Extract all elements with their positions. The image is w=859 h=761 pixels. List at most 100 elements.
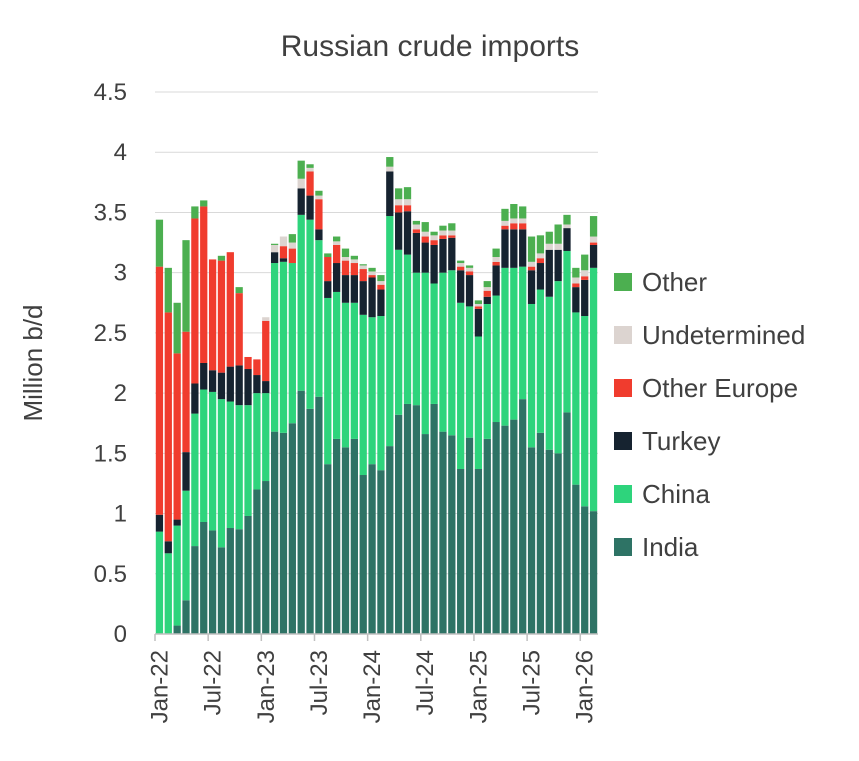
bar-segment-turkey <box>421 242 429 273</box>
bar-segment-undetermined <box>483 287 491 291</box>
bar-segment-other <box>386 157 394 167</box>
bar-segment-turkey <box>182 452 190 491</box>
bar-segment-other-europe <box>395 205 403 213</box>
bar-segment-other-europe <box>474 306 483 309</box>
bar-segment-turkey <box>315 229 323 241</box>
legend-swatch-undetermined <box>614 326 632 344</box>
bar-segment-other <box>501 208 509 221</box>
legend-swatch-other-europe <box>614 379 632 397</box>
y-tick-label: 0 <box>114 621 127 648</box>
bar-segment-china <box>412 272 421 406</box>
bar-segment-other-europe <box>439 235 447 239</box>
bar-segment-other <box>403 187 412 200</box>
bar-segment-other <box>350 255 358 260</box>
bar-segment-undetermined <box>341 257 350 261</box>
bar-segment-china <box>262 393 270 482</box>
bar-segment-other <box>395 188 403 200</box>
bar-segment-china <box>386 216 394 447</box>
bar-segment-china <box>200 389 208 522</box>
bar-segment-turkey <box>333 263 341 292</box>
bar-segment-india <box>474 468 483 634</box>
bar-segment-other <box>191 206 199 219</box>
bar-segment-other <box>200 200 208 207</box>
bar-segment-undetermined <box>270 244 279 253</box>
bar-segment-turkey <box>457 270 465 303</box>
bar-segment-other-europe <box>465 271 474 276</box>
bar-segment-china <box>208 391 217 531</box>
x-tick-label: Jan-26 <box>572 650 599 723</box>
bar-segment-china <box>350 302 358 439</box>
bar-segment-other <box>164 267 172 313</box>
bar-segment-undetermined <box>377 281 385 285</box>
legend-label: China <box>642 479 710 509</box>
bar-segment-undetermined <box>554 243 562 250</box>
bar-segment-china <box>377 316 385 471</box>
bar-segment-other-europe <box>536 258 545 264</box>
bar-segment-india <box>527 447 536 634</box>
bar-segment-undetermined <box>421 231 429 237</box>
bar-segment-turkey <box>191 383 199 414</box>
bar-segment-other <box>155 219 164 267</box>
bar-segment-undetermined <box>288 242 296 249</box>
bar-segment-china <box>226 401 234 529</box>
bar-segment-turkey <box>359 281 367 315</box>
bar-segment-other-europe <box>315 199 323 230</box>
bar-segment-turkey <box>572 287 580 313</box>
bar-segment-turkey <box>164 541 172 554</box>
bar-segment-turkey <box>519 229 527 267</box>
bar-segment-india <box>208 530 217 634</box>
bar-segment-turkey <box>226 366 234 402</box>
bar-segment-other <box>306 164 314 168</box>
bar-segment-china <box>270 263 279 432</box>
bar-segment-other-europe <box>377 284 385 290</box>
bar-segment-india <box>270 431 279 634</box>
bar-segment-turkey <box>253 375 261 394</box>
y-axis-label: Million b/d <box>18 304 48 421</box>
bar-segment-other-europe <box>483 290 491 297</box>
bar-segment-india <box>421 434 429 634</box>
bar-segment-other <box>474 300 483 304</box>
bar-segment-china <box>589 267 598 512</box>
bar-segment-india <box>483 438 491 634</box>
bar-segment-china <box>563 250 571 413</box>
bar-segment-other-europe <box>164 312 172 542</box>
bar-segment-india <box>341 447 350 634</box>
bar-segment-india <box>501 425 509 634</box>
bar-segment-other <box>536 235 545 254</box>
legend: Other Undetermined Other Europe Turkey China… <box>614 267 805 562</box>
bar-segment-china <box>527 303 536 448</box>
bar-segment-turkey <box>350 275 358 303</box>
bar-segment-undetermined <box>315 195 323 200</box>
bar-segment-other-europe <box>430 240 438 245</box>
bar-segment-china <box>297 214 305 391</box>
bar-segment-turkey <box>448 237 456 271</box>
bar-segment-other <box>217 255 226 261</box>
bar-segment-other <box>359 264 367 266</box>
bar-segment-india <box>465 437 474 634</box>
bar-segment-india <box>536 432 545 634</box>
x-tick-label: Jan-24 <box>359 650 386 723</box>
bar-segment-turkey <box>341 275 350 303</box>
bar-segment-other-europe <box>527 266 536 271</box>
bar-segment-other-europe <box>510 223 518 230</box>
bar-segment-turkey <box>527 270 536 304</box>
bar-segment-other <box>182 240 190 332</box>
bar-segment-china <box>465 306 474 438</box>
bar-segment-other-europe <box>235 293 243 366</box>
bar-segment-china <box>510 267 518 420</box>
bar-segment-turkey <box>262 381 270 394</box>
bar-segment-india <box>581 506 589 634</box>
bar-segment-china <box>572 312 580 485</box>
y-tick-label: 1 <box>114 501 127 528</box>
x-tick-label: Jan-22 <box>146 650 173 723</box>
bar-segment-china <box>155 531 164 634</box>
y-tick-label: 4.5 <box>94 79 127 106</box>
y-tick-label: 3 <box>114 260 127 287</box>
bar-segment-undetermined <box>519 218 527 224</box>
legend-label: Undetermined <box>642 320 805 350</box>
bar-segment-other-europe <box>279 246 288 259</box>
bar-segment-turkey <box>377 289 385 317</box>
bar-segment-other <box>492 248 500 258</box>
